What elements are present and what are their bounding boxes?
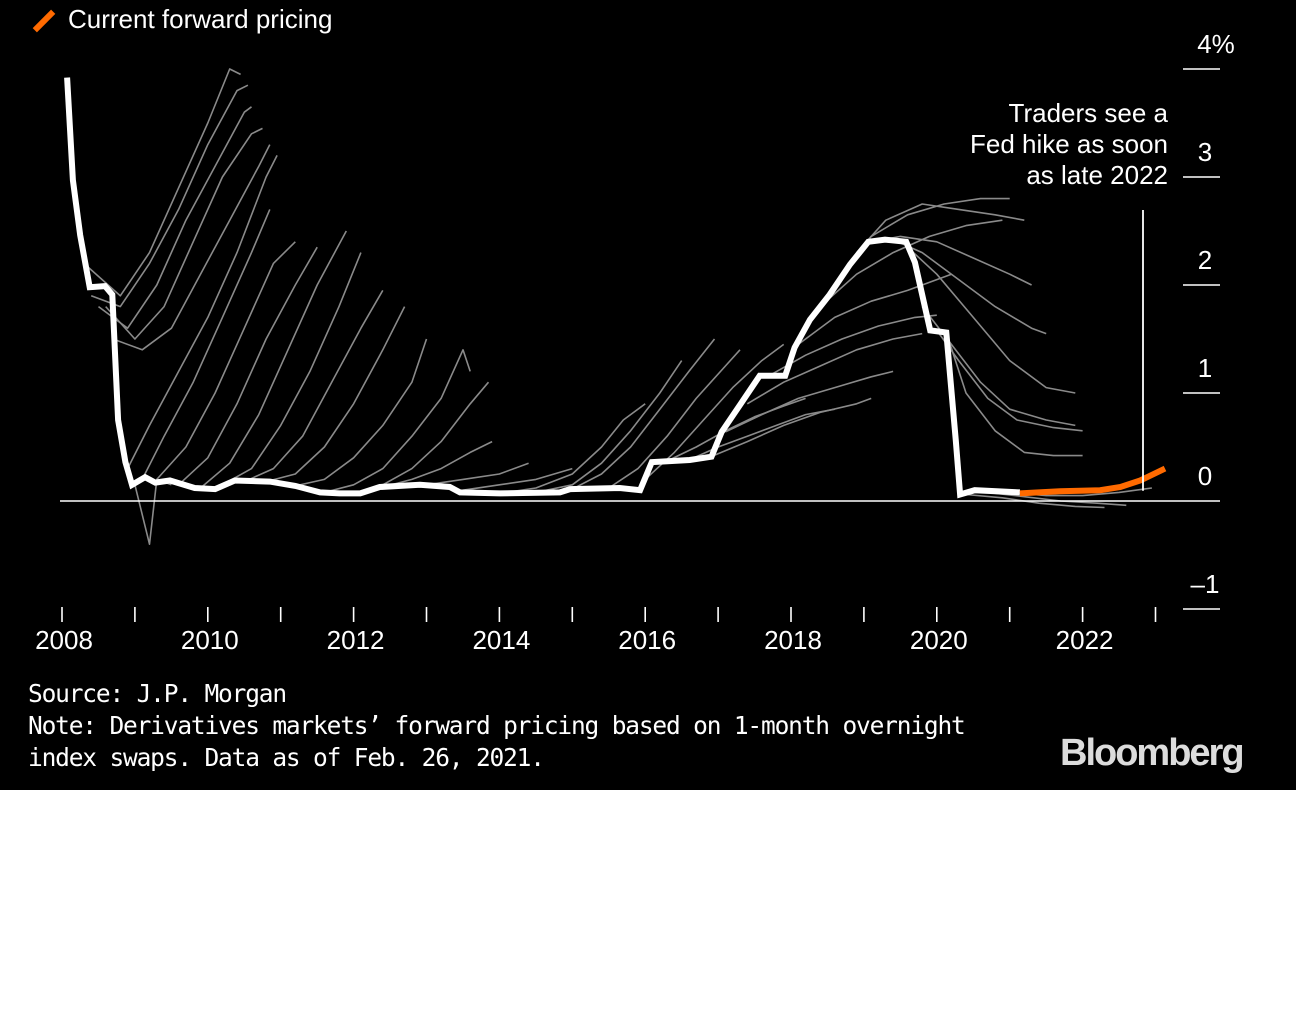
forward-history-line bbox=[324, 349, 471, 494]
forward-history-line bbox=[936, 329, 1083, 432]
y-tick-label: 1 bbox=[1198, 353, 1212, 383]
forward-history-line bbox=[426, 462, 529, 486]
forward-history-line bbox=[856, 203, 1025, 254]
forward-history-line bbox=[644, 343, 785, 480]
forward-history-line bbox=[921, 306, 1076, 427]
forward-history-line bbox=[141, 209, 271, 480]
footer-notes: Source: J.P. Morgan Note: Derivatives ma… bbox=[28, 678, 966, 774]
chart-canvas: –1 0 1 2 3 4% 2008 2010 2012 2014 2016 2018 2020 2022 bbox=[35, 29, 1235, 655]
x-tick-label: 2018 bbox=[764, 625, 822, 655]
forward-history-line bbox=[725, 370, 894, 433]
orange-slash-icon bbox=[28, 5, 58, 35]
realized-rate-line bbox=[64, 77, 1021, 499]
x-tick-label: 2014 bbox=[472, 625, 530, 655]
forward-history-line bbox=[90, 84, 249, 308]
annotation-text: Traders see a Fed hike as soon as late 2… bbox=[970, 98, 1168, 191]
forward-history-line bbox=[265, 306, 406, 483]
x-tick-label: 2008 bbox=[35, 625, 93, 655]
current-forward-line bbox=[1019, 465, 1167, 497]
series-lines bbox=[64, 77, 1167, 499]
forward-history-line bbox=[965, 493, 1105, 509]
forward-history-line bbox=[105, 127, 263, 340]
y-tick-label: 4% bbox=[1197, 29, 1235, 59]
y-tick-label: 3 bbox=[1198, 137, 1212, 167]
legend: Current forward pricing bbox=[28, 4, 332, 35]
forward-history-line bbox=[819, 219, 1003, 308]
forward-history-line bbox=[243, 289, 384, 483]
forward-history-line bbox=[98, 106, 252, 329]
forward-history-line bbox=[83, 68, 241, 297]
x-tick-label: 2020 bbox=[910, 625, 968, 655]
forward-history-line bbox=[746, 332, 923, 405]
forward-history-line bbox=[535, 360, 683, 494]
y-tick-label: 2 bbox=[1198, 245, 1212, 275]
note-line-1: Note: Derivatives markets’ forward prici… bbox=[28, 711, 966, 740]
chart-panel bbox=[0, 0, 1296, 790]
forward-history-line bbox=[666, 397, 806, 462]
forward-history-line bbox=[499, 403, 646, 495]
y-tick-label: 0 bbox=[1198, 461, 1212, 491]
axes: –1 0 1 2 3 4% 2008 2010 2012 2014 2016 2018 2020 2022 bbox=[35, 29, 1235, 655]
forward-history-line bbox=[892, 238, 1047, 335]
forward-history-line bbox=[462, 467, 573, 491]
forward-history-line bbox=[126, 155, 278, 469]
x-tick-label: 2022 bbox=[1056, 625, 1114, 655]
annotation-line-2: Fed hike as soon bbox=[969, 129, 1168, 159]
forward-history-line bbox=[222, 252, 362, 486]
x-tick-label: 2012 bbox=[327, 625, 385, 655]
forward-history-line bbox=[295, 338, 428, 487]
forward-history-line bbox=[710, 397, 872, 458]
annotation-line-1: Traders see a bbox=[1008, 98, 1168, 128]
x-tick-label: 2010 bbox=[181, 625, 239, 655]
forward-history-line bbox=[156, 241, 296, 480]
forward-history-line bbox=[112, 144, 271, 351]
forward-history-line bbox=[907, 246, 1076, 394]
forward-history-line bbox=[199, 230, 348, 489]
forward-history-line bbox=[382, 440, 493, 488]
source-text: Source: J.P. Morgan bbox=[28, 679, 287, 708]
legend-label-current-forward: Current forward pricing bbox=[68, 4, 333, 34]
forward-history-line bbox=[134, 478, 172, 545]
forward-history-line bbox=[768, 314, 937, 377]
forward-history-line bbox=[608, 349, 741, 489]
forward-history-line bbox=[797, 273, 952, 346]
bloomberg-logo: Bloomberg bbox=[1060, 732, 1245, 774]
forward-history-lines bbox=[83, 68, 1153, 545]
forward-history-line bbox=[945, 332, 1083, 457]
x-tick-label: 2016 bbox=[618, 625, 676, 655]
forward-history-line bbox=[871, 235, 1032, 286]
forward-history-line bbox=[571, 338, 716, 490]
y-tick-label: –1 bbox=[1191, 569, 1220, 599]
note-line-2: index swaps. Data as of Feb. 26, 2021. bbox=[28, 743, 545, 772]
annotation-line-3: as late 2022 bbox=[1026, 160, 1168, 190]
forward-history-line bbox=[178, 246, 318, 486]
